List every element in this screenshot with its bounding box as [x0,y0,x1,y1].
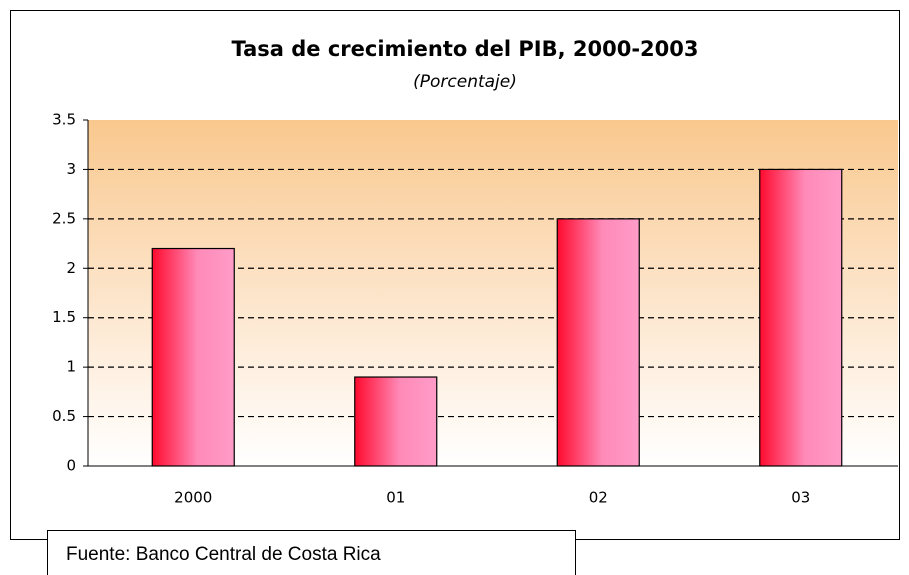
bar [759,168,843,467]
y-tick-label: 3.5 [52,111,76,129]
x-tick-label: 03 [791,489,810,507]
x-tick-label: 02 [589,489,608,507]
y-tick-label: 0 [66,457,76,475]
source-box [47,530,576,575]
source: Fuente: Banco Central de Costa Rica [66,544,381,565]
x-tick-label: 2000 [174,489,212,507]
y-tick-label: 1 [66,358,76,376]
bar [151,247,235,467]
x-tick-label: 01 [386,489,405,507]
y-tick-label: 0.5 [52,407,76,425]
y-tick-label: 1.5 [52,308,76,326]
bar [556,218,640,467]
y-tick-label: 3 [66,160,76,178]
y-tick-label: 2.5 [52,209,76,227]
y-tick-label: 2 [66,259,76,277]
chart-subtitle: (Porcentaje) [413,72,517,92]
bar [354,376,438,467]
chart-title: Tasa de crecimiento del PIB, 2000-2003 [232,37,699,61]
